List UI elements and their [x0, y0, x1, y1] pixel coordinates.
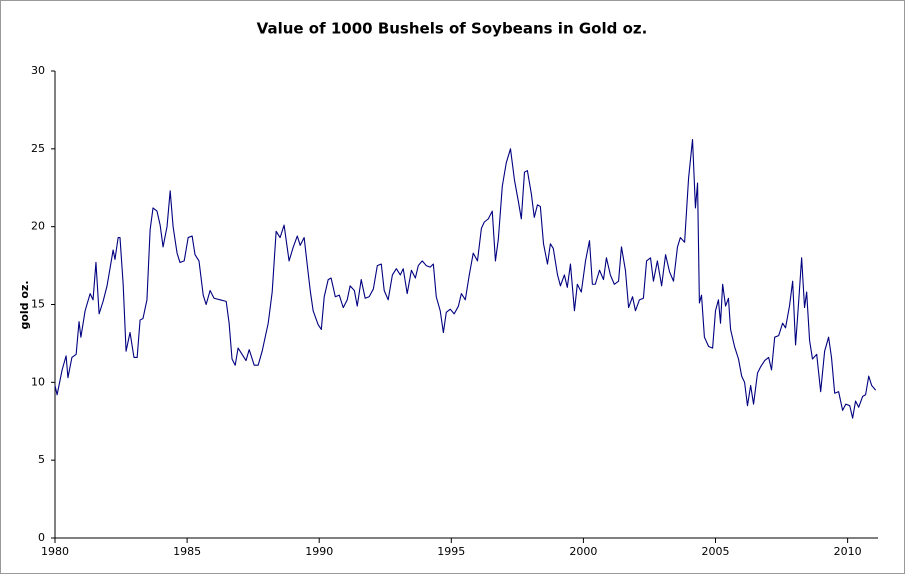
x-tick-label: 1980 — [41, 545, 69, 558]
y-tick-label: 25 — [31, 142, 45, 155]
series-line — [54, 138, 877, 419]
y-tick-label: 15 — [31, 298, 45, 311]
y-tick-label: 30 — [31, 64, 45, 77]
x-tick-label: 2005 — [702, 545, 730, 558]
x-tick-label: 1995 — [437, 545, 465, 558]
y-tick-label: 10 — [31, 375, 45, 388]
y-tick-label: 0 — [38, 531, 45, 544]
x-tick-label: 1990 — [305, 545, 333, 558]
y-tick-label: 5 — [38, 453, 45, 466]
chart-title: Value of 1000 Bushels of Soybeans in Gol… — [257, 20, 648, 38]
x-tick-label: 2010 — [834, 545, 862, 558]
x-tick-label: 2000 — [569, 545, 597, 558]
y-axis-label: gold oz. — [18, 280, 31, 329]
y-tick-label: 20 — [31, 220, 45, 233]
x-tick-label: 1985 — [173, 545, 201, 558]
